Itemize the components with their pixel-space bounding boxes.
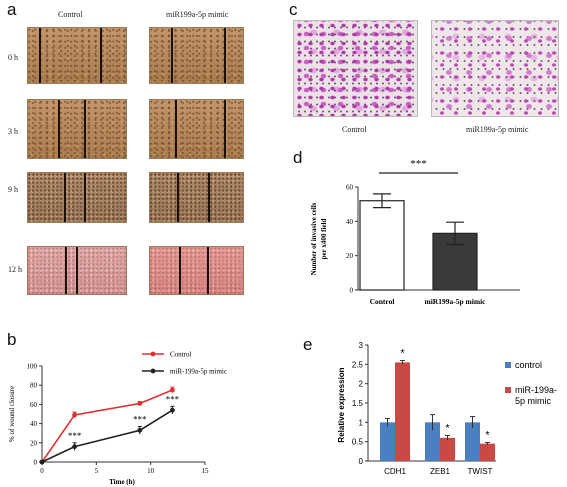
chart-d-category-label: miR199a-5p mimic xyxy=(424,297,486,306)
chart-e-legend-swatch-0 xyxy=(505,362,511,368)
chart-b-significance: *** xyxy=(68,431,82,441)
chart-b: 0 20 40 60 80 100 0 5 10 15 % of wound closure T… xyxy=(8,351,227,487)
chart-b-point xyxy=(72,444,77,450)
chart-b-xtick-label: 5 xyxy=(95,467,99,475)
chart-d-ytick-label: 20 xyxy=(346,252,354,260)
chart-e: 0 0.5 1 1.5 2 2.5 3 Relative expression * CDH1 *… xyxy=(337,341,557,476)
chart-e-legend-label-1: miR-199a-5p mimic xyxy=(515,385,557,406)
chart-d-bar-1 xyxy=(432,232,478,291)
chart-b-point xyxy=(137,427,143,433)
panel-a-col-control: Control xyxy=(58,10,83,19)
chart-b-significance: *** xyxy=(133,414,147,424)
chart-e-ytick-label: 0.5 xyxy=(352,438,364,447)
chart-b-legend-marker-1 xyxy=(150,368,156,374)
chart-d-ytick-label: 40 xyxy=(346,218,354,226)
panel-c-caption-control: Control xyxy=(342,125,367,134)
chart-e-bar-ZEB1-0 xyxy=(425,422,440,461)
panel-a-row-0h: 0 h xyxy=(8,53,18,62)
chart-b-ytick-label: 40 xyxy=(30,420,38,428)
chart-b-legend-label-0: Control xyxy=(170,351,191,359)
chart-e-significance: * xyxy=(485,429,490,441)
chart-b-ytick-label: 80 xyxy=(30,382,38,390)
invasion-image-control xyxy=(293,20,418,117)
chart-b-ytick-label: 0 xyxy=(34,459,38,467)
chart-b-significance: *** xyxy=(166,394,180,404)
chart-e-significance: * xyxy=(445,422,450,434)
chart-b-point xyxy=(170,387,175,393)
panel-b-letter: b xyxy=(7,330,17,349)
chart-b-ylabel: % of wound closure xyxy=(8,386,16,442)
wound-image-control-9h xyxy=(27,172,127,223)
invasion-image-mimic xyxy=(431,20,559,117)
chart-e-ytick-label: 1.5 xyxy=(352,399,364,408)
chart-e-ytick-label: 2.5 xyxy=(352,360,364,369)
chart-b-point xyxy=(137,401,143,406)
chart-e-ylabel: Relative expression xyxy=(337,367,346,442)
chart-d-ytick-label: 0 xyxy=(350,287,354,295)
chart-d-ylabel-line1: Number of invasive cells xyxy=(310,202,318,275)
wound-image-mimic-0h xyxy=(149,27,244,84)
chart-e-legend-label-0: control xyxy=(515,360,542,370)
chart-d-ylabel-line2: per x400 field xyxy=(320,219,328,260)
panel-a-row-12h: 12 h xyxy=(8,265,22,274)
wound-image-mimic-9h xyxy=(149,172,244,223)
chart-b-ytick-label: 100 xyxy=(27,363,38,371)
chart-d: 0 20 40 60 Number of invasive cells per x40… xyxy=(310,158,520,306)
panel-a-row-3h: 3 h xyxy=(8,127,18,136)
chart-e-ytick-label: 2 xyxy=(359,380,364,389)
chart-e-category-label: CDH1 xyxy=(384,467,406,476)
chart-e-category-label: TWIST xyxy=(468,467,493,476)
wound-image-control-3h xyxy=(27,99,127,159)
chart-d-category-label: Control xyxy=(370,297,395,306)
chart-e-ytick-label: 0 xyxy=(359,457,364,466)
chart-e-ytick-label: 1 xyxy=(359,418,364,427)
panel-c-caption-mimic: miR199a-5p mimic xyxy=(466,125,529,134)
chart-e-bar-TWIST-0 xyxy=(465,422,480,461)
panel-e-letter: e xyxy=(303,335,313,354)
chart-b-legend-marker-0 xyxy=(150,351,156,357)
chart-b-series-line-0 xyxy=(41,389,173,463)
wound-image-mimic-12h xyxy=(149,246,244,295)
chart-b-point xyxy=(170,407,175,413)
wound-image-control-0h xyxy=(27,27,127,84)
panel-a-col-mimic: miR199a-5p mimic xyxy=(166,10,229,19)
wound-image-mimic-3h xyxy=(149,99,244,159)
chart-b-point xyxy=(39,459,45,465)
chart-e-bar-TWIST-1 xyxy=(480,443,495,461)
chart-e-bar-CDH1-1 xyxy=(395,362,410,461)
chart-b-xlabel: Time (h) xyxy=(109,478,135,486)
panel-a-row-9h: 9 h xyxy=(8,185,18,194)
chart-e-significance: * xyxy=(400,347,405,359)
chart-b-legend-label-1: miR-199a-5p mimic xyxy=(170,368,227,376)
panel-c-letter: c xyxy=(289,0,298,19)
chart-d-significance: *** xyxy=(410,158,427,170)
chart-b-ytick-label: 20 xyxy=(30,439,38,447)
chart-e-category-label: ZEB1 xyxy=(430,467,451,476)
chart-b-xtick-label: 15 xyxy=(202,467,210,475)
chart-d-ytick-label: 60 xyxy=(346,184,354,192)
chart-b-xtick-label: 0 xyxy=(40,467,44,475)
chart-b-series-line-1 xyxy=(41,409,173,463)
chart-e-bar-ZEB1-1 xyxy=(440,437,455,461)
chart-e-bar-CDH1-0 xyxy=(380,422,395,461)
chart-b-xtick-label: 10 xyxy=(147,467,155,475)
chart-e-ytick-label: 3 xyxy=(359,341,364,350)
chart-b-point xyxy=(72,412,77,418)
panel-a-letter: a xyxy=(7,0,17,19)
chart-d-bar-0 xyxy=(359,200,405,291)
wound-image-control-12h xyxy=(27,246,127,295)
chart-b-ytick-label: 60 xyxy=(30,401,38,409)
chart-e-legend-swatch-1 xyxy=(505,387,511,393)
panel-d-letter: d xyxy=(293,148,303,167)
